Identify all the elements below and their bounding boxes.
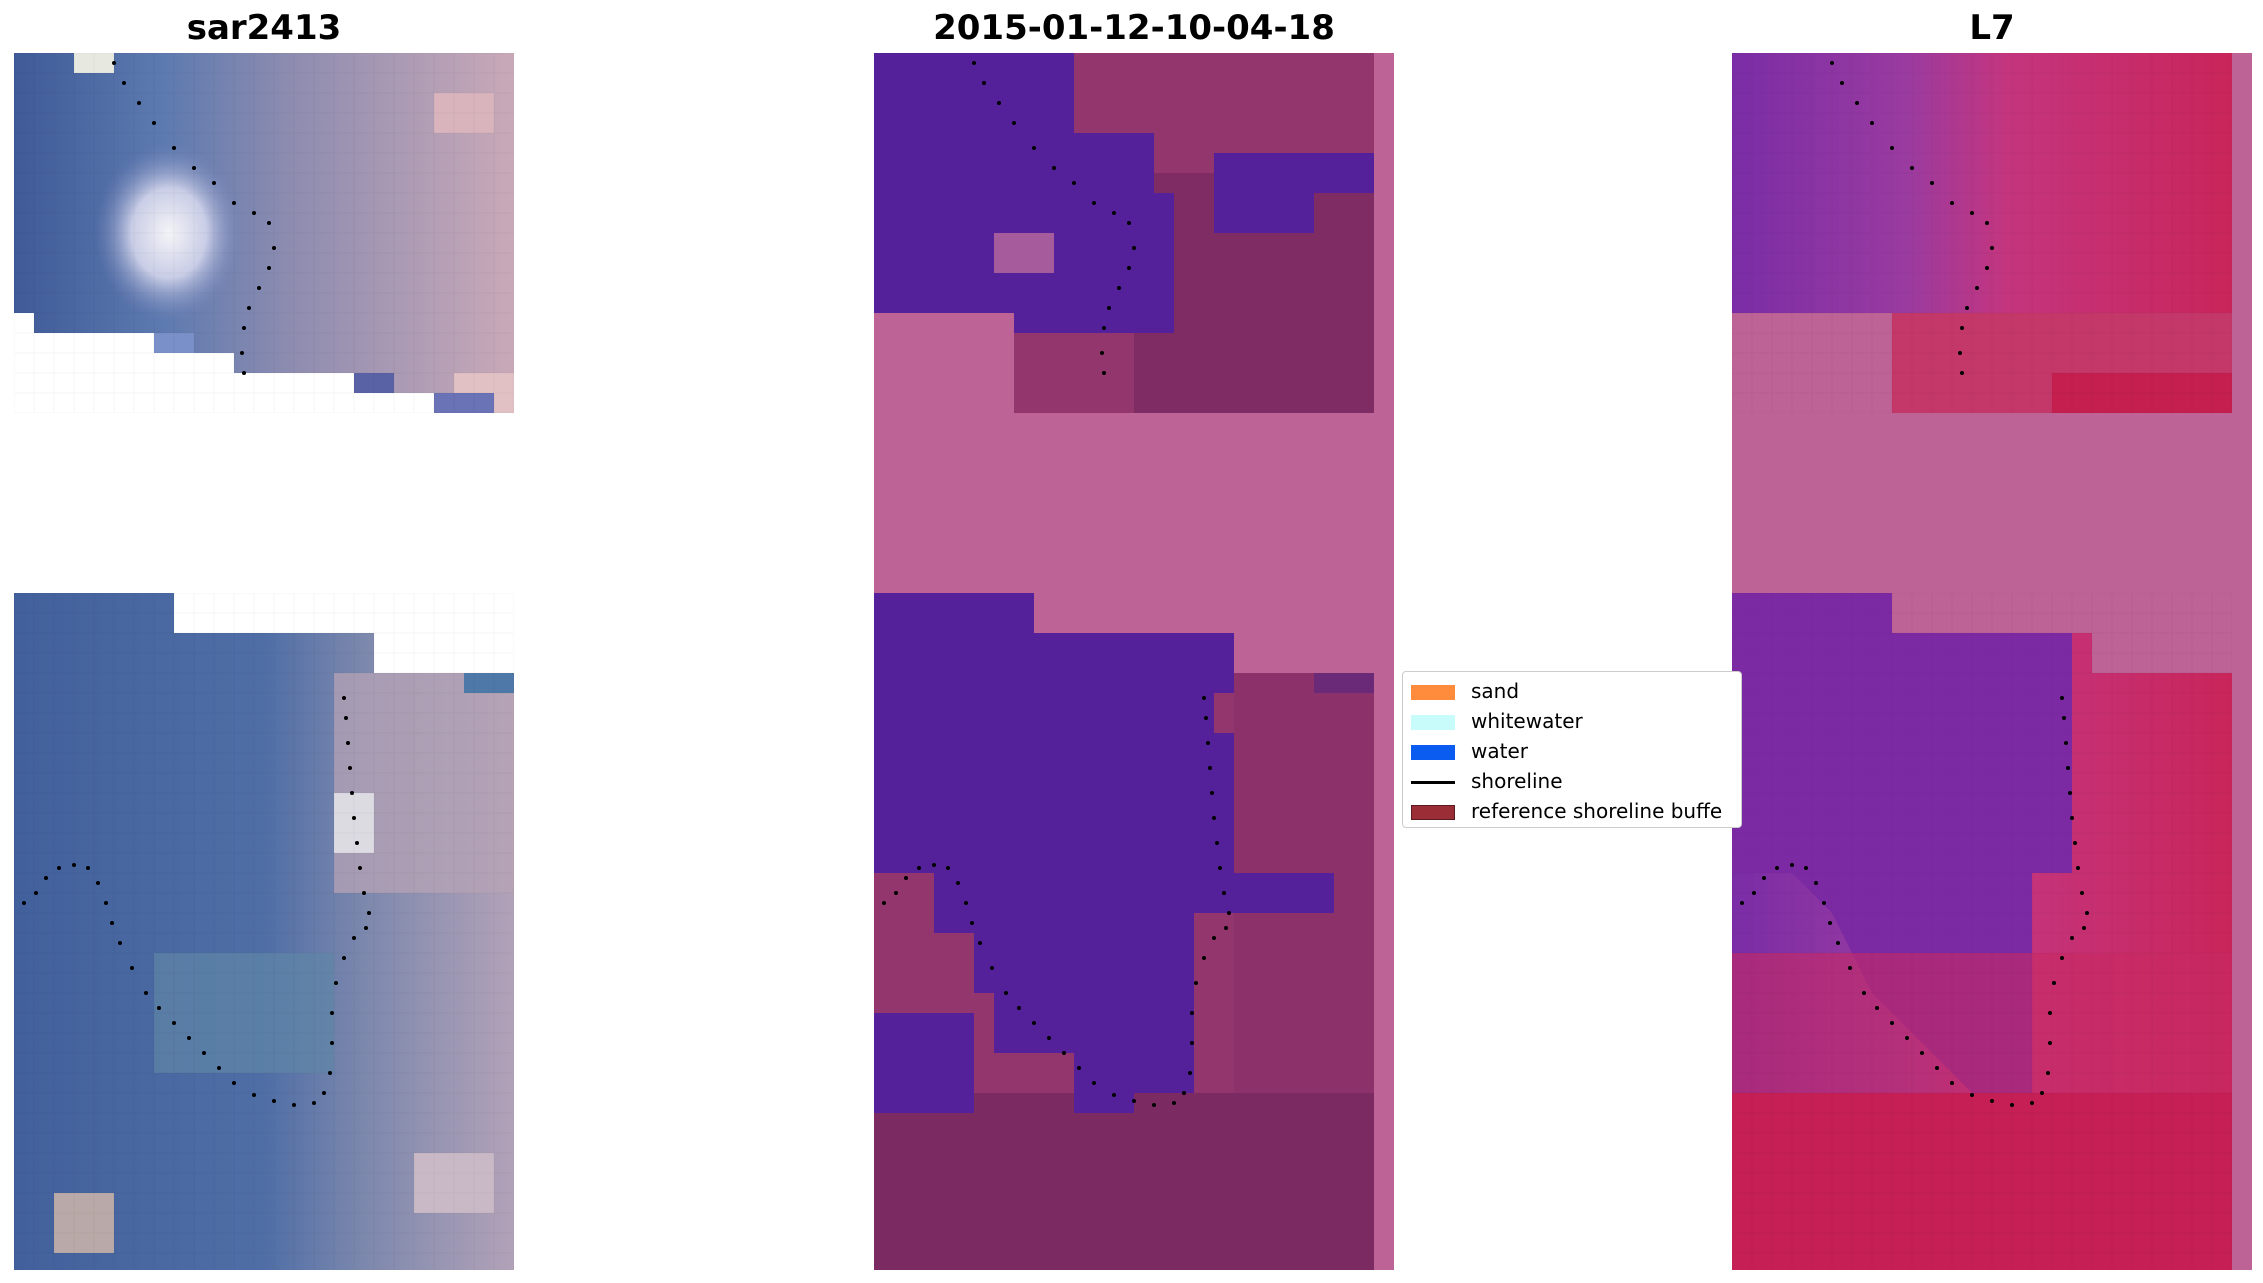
index-image	[1732, 53, 2252, 1270]
legend-swatch-water	[1411, 745, 1455, 760]
legend-label-reference-buffer: reference shoreline buffe	[1471, 799, 1723, 823]
sar-image	[14, 53, 514, 1270]
legend-label-whitewater: whitewater	[1471, 709, 1583, 733]
legend-label-sand: sand	[1471, 679, 1520, 703]
panel-title-index: L7	[1969, 8, 2015, 48]
sar-image-panel	[14, 53, 514, 1270]
legend-entry-water: water	[1403, 736, 1741, 766]
index-image-panel	[1732, 53, 2252, 1270]
classified-image	[874, 53, 1394, 1270]
legend-swatch-whitewater	[1411, 715, 1455, 730]
legend-line-shoreline	[1411, 781, 1455, 784]
legend-swatch-sand	[1411, 685, 1455, 700]
panel-title-classified: 2015-01-12-10-04-18	[933, 8, 1335, 48]
legend: sand whitewater water shoreline referenc…	[1402, 671, 1742, 828]
legend-entry-shoreline: shoreline	[1403, 766, 1741, 796]
panel-title-sar: sar2413	[186, 8, 342, 48]
legend-label-shoreline: shoreline	[1471, 769, 1563, 793]
classified-image-panel	[874, 53, 1394, 1270]
legend-entry-sand: sand	[1403, 676, 1741, 706]
legend-swatch-reference-buffer	[1411, 805, 1455, 820]
legend-entry-whitewater: whitewater	[1403, 706, 1741, 736]
legend-label-water: water	[1471, 739, 1528, 763]
legend-entry-reference-buffer: reference shoreline buffe	[1403, 796, 1741, 826]
